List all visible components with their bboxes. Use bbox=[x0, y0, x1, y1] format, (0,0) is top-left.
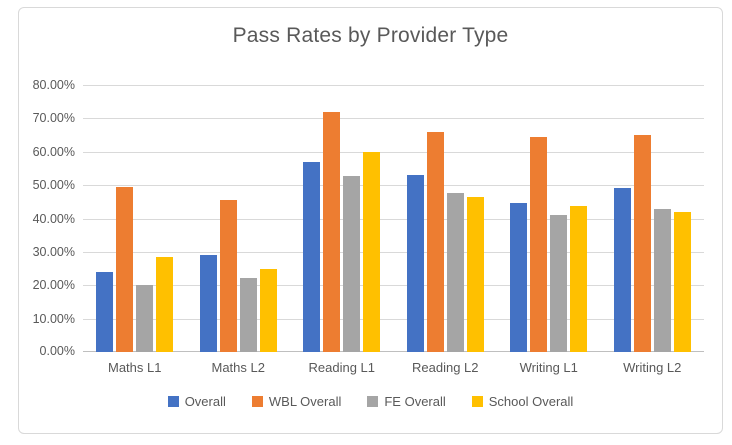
legend-label: Overall bbox=[184, 394, 226, 409]
legend: Overall WBL Overall FE Overall School Overa… bbox=[19, 394, 722, 409]
bar-group bbox=[83, 85, 187, 352]
bar-fe-overall bbox=[446, 193, 464, 352]
x-axis-labels: Maths L1 Maths L2 Reading L1 Reading L2 Writ… bbox=[83, 360, 704, 375]
y-axis-tick-label: 80.00% bbox=[32, 78, 75, 92]
y-axis-tick-label: 60.00% bbox=[32, 144, 75, 159]
legend-label: WBL Overall bbox=[268, 394, 342, 409]
y-axis-tick-label: 40.00% bbox=[32, 211, 75, 226]
bar-school-overall bbox=[466, 196, 484, 352]
bar-overall bbox=[510, 203, 528, 352]
legend-swatch-icon bbox=[367, 396, 379, 407]
gridline bbox=[83, 185, 704, 187]
chart-frame: Pass Rates by Provider Type 0.00% 10.00% 2… bbox=[18, 7, 723, 434]
bar-overall bbox=[96, 271, 114, 352]
plot-area: 0.00% 10.00% 20.00% 30.00% 40.00% 50.00% 60.00… bbox=[33, 78, 704, 358]
bar-school-overall bbox=[570, 205, 588, 352]
gridline bbox=[83, 118, 704, 120]
bar-school-overall bbox=[259, 268, 277, 352]
y-axis-tick-label: 10.00% bbox=[32, 311, 75, 326]
bar-fe-overall bbox=[239, 277, 257, 352]
legend-swatch-icon bbox=[167, 396, 179, 407]
bar-wbl-overall bbox=[426, 131, 444, 352]
gridline bbox=[83, 318, 704, 320]
bar-overall bbox=[406, 175, 424, 352]
bar-groups bbox=[83, 85, 704, 352]
category-label: Maths L1 bbox=[108, 360, 162, 375]
bar-wbl-overall bbox=[633, 135, 651, 352]
y-axis-tick-label: 70.00% bbox=[32, 111, 75, 126]
bar-wbl-overall bbox=[323, 111, 341, 352]
bar-fe-overall bbox=[653, 209, 671, 352]
bar-group bbox=[394, 85, 498, 352]
bar-group bbox=[497, 85, 601, 352]
category-label: Writing L2 bbox=[623, 360, 682, 375]
bar-group bbox=[290, 85, 394, 352]
gridline bbox=[83, 218, 704, 220]
bar-overall bbox=[613, 188, 631, 352]
y-axis-tick-label: 30.00% bbox=[32, 244, 75, 259]
y-axis-tick-label: 20.00% bbox=[32, 278, 75, 293]
category-label: Reading L2 bbox=[412, 360, 479, 375]
gridline bbox=[83, 251, 704, 253]
gridline bbox=[83, 151, 704, 153]
y-axis-tick-label: 0.00% bbox=[39, 344, 75, 358]
legend-label: School Overall bbox=[488, 394, 574, 409]
category-label: Reading L1 bbox=[308, 360, 376, 375]
bar-fe-overall bbox=[136, 285, 154, 352]
bar-fe-overall bbox=[343, 176, 361, 352]
legend-swatch-icon bbox=[471, 396, 483, 407]
legend-item: Overall bbox=[167, 394, 226, 409]
legend-item: FE Overall bbox=[367, 394, 446, 409]
bar-fe-overall bbox=[550, 215, 568, 352]
legend-item: WBL Overall bbox=[251, 394, 342, 409]
category-label: Maths L2 bbox=[211, 360, 265, 375]
chart-title: Pass Rates by Provider Type bbox=[232, 24, 509, 47]
bar-wbl-overall bbox=[530, 136, 548, 352]
legend-label: FE Overall bbox=[384, 394, 446, 409]
legend-item: School Overall bbox=[471, 394, 574, 409]
bar-wbl-overall bbox=[116, 186, 134, 352]
bar-wbl-overall bbox=[219, 200, 237, 352]
y-axis-tick-label: 50.00% bbox=[32, 178, 75, 193]
x-axis-line bbox=[83, 351, 704, 352]
bar-overall bbox=[199, 255, 217, 352]
bar-school-overall bbox=[363, 151, 381, 352]
category-label: Writing L1 bbox=[519, 360, 578, 375]
bar-school-overall bbox=[673, 211, 691, 352]
bar-overall bbox=[303, 161, 321, 352]
bar-school-overall bbox=[156, 256, 174, 352]
gridline bbox=[83, 285, 704, 287]
legend-swatch-icon bbox=[251, 396, 263, 407]
bar-group bbox=[187, 85, 291, 352]
bar-group bbox=[601, 85, 705, 352]
gridline bbox=[83, 85, 704, 86]
